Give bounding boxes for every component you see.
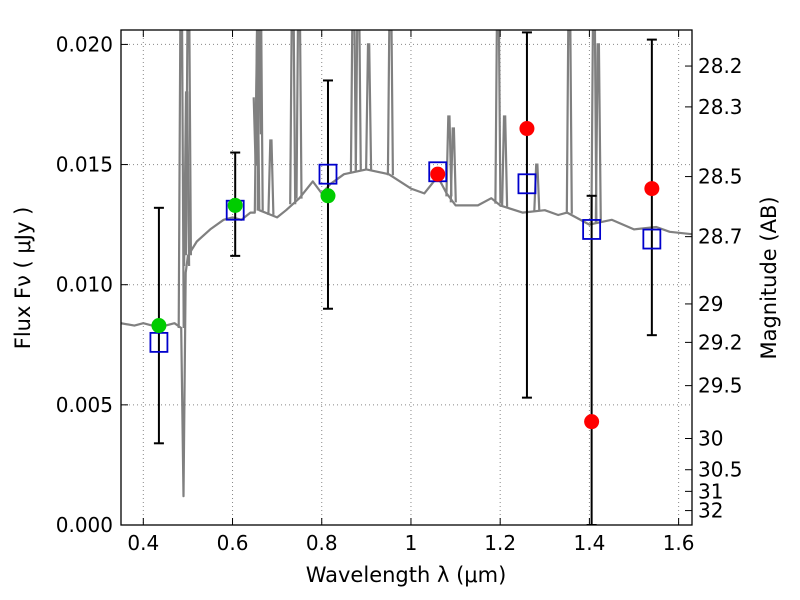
emission-line [184, 30, 192, 256]
x-tick-label: 1.6 [663, 531, 695, 555]
data-points [149, 121, 662, 430]
synthetic-flux-marker [582, 219, 602, 240]
y-tick-label: 0.015 [56, 153, 113, 177]
observed-flux-marker [320, 188, 336, 204]
emission-line [590, 30, 598, 224]
y-axis-label: Flux Fν ( μJy ) [11, 207, 35, 350]
model-spectrum [121, 30, 692, 498]
emission-line [349, 30, 357, 173]
y-tick-label: 0.005 [56, 393, 113, 417]
emission-line [565, 30, 573, 214]
right-tick-label: 28.3 [698, 95, 743, 119]
spectrum-line [121, 30, 692, 498]
x-tick-label: 0.4 [127, 531, 159, 555]
observed-flux-marker [519, 121, 535, 137]
right-tick-label: 29.5 [698, 374, 743, 398]
error-bars [153, 31, 657, 525]
right-tick-label: 30 [698, 426, 723, 450]
right-tick-label: 28.2 [698, 54, 743, 78]
observed-flux-marker [151, 318, 167, 334]
synthetic-flux-marker [318, 163, 338, 185]
emission-line [594, 43, 602, 223]
x-tick-label: 0.8 [306, 531, 338, 555]
emission-line [267, 139, 275, 215]
right-tick-label: 30.5 [698, 458, 743, 482]
x-tick-label: 1 [405, 531, 418, 555]
x-tick-label: 1.4 [573, 531, 605, 555]
emission-line [354, 30, 362, 172]
y-tick-label: 0.000 [56, 513, 113, 537]
observed-flux-marker [430, 166, 446, 182]
emission-line [501, 115, 509, 207]
emission-line [386, 30, 394, 176]
x-tick-label: 0.6 [217, 531, 249, 555]
emission-line [365, 43, 373, 170]
plot-frame [120, 29, 693, 526]
emission-line [256, 30, 264, 211]
x-tick-label: 1.2 [484, 531, 516, 555]
observed-flux-marker [644, 181, 660, 197]
x-axis-label: Wavelength λ (μm) [306, 563, 507, 587]
emission-line [494, 30, 502, 204]
emission-line [177, 30, 185, 329]
right-tick-label: 29 [698, 292, 723, 316]
right-tick-label: 31 [698, 479, 723, 503]
observed-flux-marker [584, 414, 600, 430]
axis-ticks: 0.4 0.6 0.8 1 1.2 1.4 1.6 0.000 0.005 0.010 0.015 0… [56, 30, 743, 555]
observed-flux-marker [227, 197, 243, 213]
grid [121, 30, 692, 526]
y-tick-label: 0.020 [56, 32, 113, 56]
right-tick-label: 29.2 [698, 330, 743, 354]
y-tick-label: 0.010 [56, 273, 113, 297]
right-tick-label: 32 [698, 499, 723, 523]
emission-line [445, 115, 453, 197]
synthetic-flux-marker [642, 228, 662, 250]
emission-line [289, 30, 297, 205]
emission-line [295, 30, 303, 199]
y-axis-right-label: Magnitude (AB) [757, 196, 781, 359]
emission-line [449, 127, 457, 203]
synthetic-flux-marker [517, 173, 537, 195]
right-tick-label: 28.7 [698, 225, 743, 249]
right-tick-label: 28.5 [698, 165, 743, 189]
